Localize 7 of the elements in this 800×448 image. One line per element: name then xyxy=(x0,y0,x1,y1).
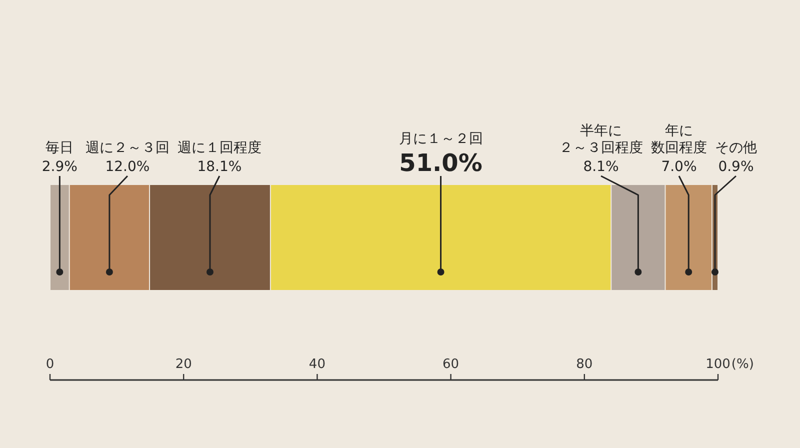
x-tick-label: 60 xyxy=(442,357,460,372)
x-tick-label: 100 xyxy=(706,357,730,372)
x-tick-label: 20 xyxy=(175,357,192,372)
x-axis-title: (%) xyxy=(731,357,754,372)
x-tick-label: 0 xyxy=(46,357,54,372)
x-tick-label: 40 xyxy=(308,357,326,372)
x-tick-label: 80 xyxy=(576,357,593,372)
